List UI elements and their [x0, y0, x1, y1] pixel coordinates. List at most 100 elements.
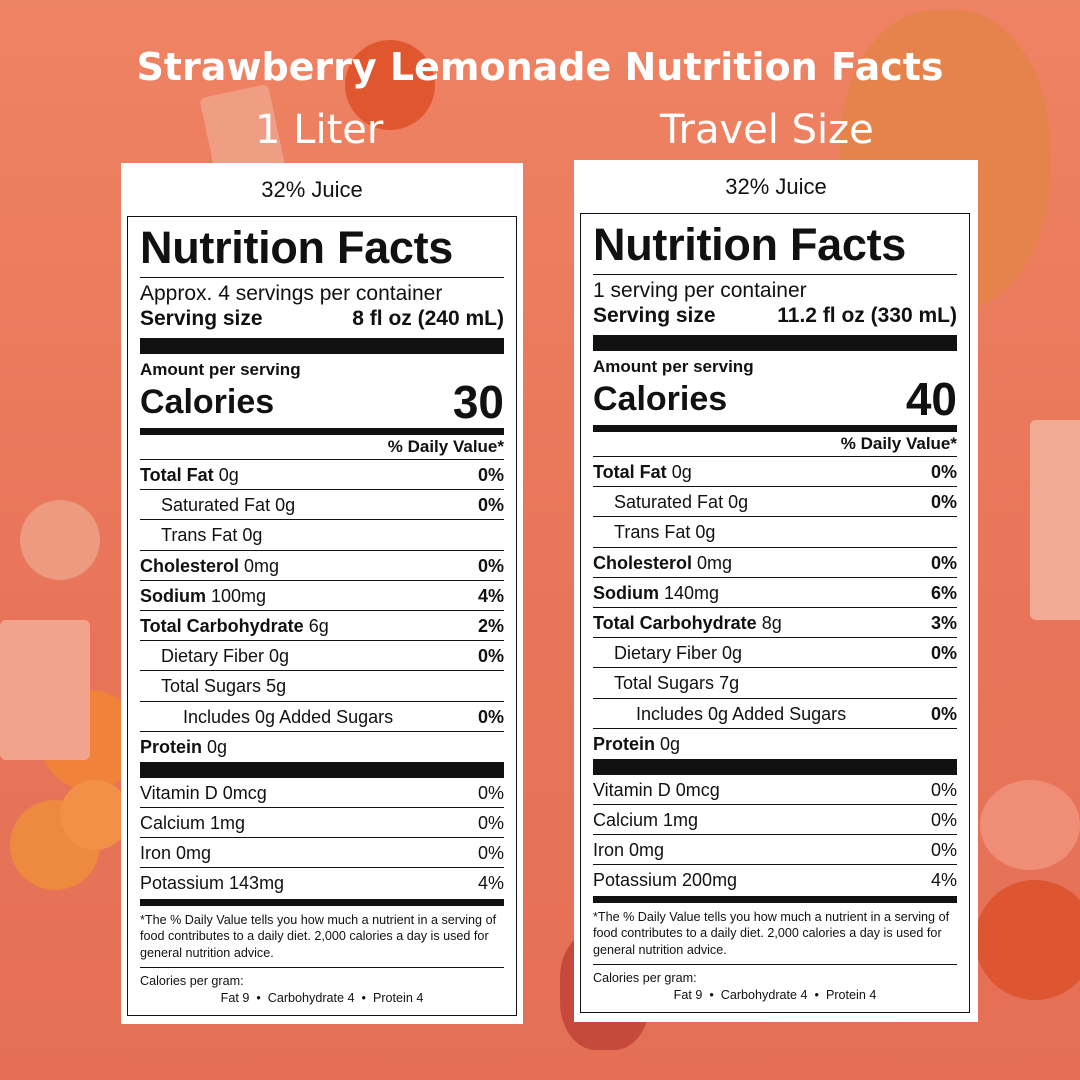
watermelon-shape [975, 880, 1080, 1000]
vitamin-text: Iron 0mg [140, 843, 212, 864]
nutrient-name: Total Sugars [161, 676, 262, 697]
nutrient-row: Trans Fat 0g [140, 520, 504, 551]
nutrient-row: Cholesterol 0mg 0% [140, 551, 504, 581]
vitamin-row: Potassium 143mg 4% [140, 868, 504, 898]
nutrient-pct: 0% [477, 646, 504, 667]
nutrient-amount: 8g [761, 612, 782, 633]
nutrient-amount: 0g [660, 733, 681, 754]
fruit-shape [20, 500, 100, 580]
calories-per-gram-values: Fat 9 • Carbohydrate 4 • Protein 4 [220, 990, 424, 1005]
nutrient-name: Dietary Fiber [161, 646, 265, 667]
vitamin-text: Calcium 1mg [593, 810, 699, 831]
nutrient-amount: 0g [207, 736, 228, 757]
nutrient-pct: 0% [930, 462, 957, 482]
nutrient-name: Cholesterol [593, 552, 693, 573]
nutrient-pct: 0% [477, 706, 504, 727]
nutrient-row: Saturated Fat 0g 0% [593, 487, 957, 518]
vitamin-row: Calcium 1mg 0% [593, 805, 957, 836]
vitamin-pct: 0% [477, 843, 504, 864]
nutrient-pct: 0% [930, 552, 957, 573]
daily-value-footnote: *The % Daily Value tells you how much a … [593, 909, 950, 957]
nutrient-amount: 0g [218, 465, 239, 485]
serving-size-value: 11.2 fl oz (330 mL) [777, 304, 957, 327]
nutrient-name: Cholesterol [140, 555, 240, 576]
nutrient-pct: 0% [477, 495, 504, 516]
nutrient-name: Dietary Fiber [614, 643, 718, 664]
nutrient-row: Includes 0g Added Sugars 0% [140, 702, 504, 732]
nutrient-name: Total Sugars [614, 673, 715, 694]
nutrient-pct: 2% [477, 615, 504, 636]
divider-medium [593, 425, 957, 432]
nutrient-amount: 0mg [244, 555, 280, 576]
nutrient-amount: 0g [722, 643, 743, 664]
nutrient-amount: 0g [695, 522, 716, 543]
nutrient-amount: 7g [719, 673, 740, 694]
nutrient-row: Protein 0g [140, 732, 504, 762]
amount-per-serving: Amount per serving [140, 360, 301, 379]
vitamin-row: Iron 0mg 0% [140, 838, 504, 869]
nutrient-amount: 5g [266, 676, 287, 697]
daily-value-header: % Daily Value* [140, 435, 504, 460]
calories-per-gram-values: Fat 9 • Carbohydrate 4 • Protein 4 [673, 987, 877, 1002]
calories-label: Calories [593, 380, 728, 418]
nutrient-name: Protein [593, 733, 656, 754]
serving-size-row: Serving size 11.2 fl oz (330 mL) [593, 303, 957, 329]
divider-thick [593, 335, 957, 351]
nutrition-facts-panel: Nutrition Facts Approx. 4 servings per c… [127, 216, 517, 1016]
nutrient-row: Includes 0g Added Sugars 0% [593, 699, 957, 729]
nutrient-pct: 3% [930, 612, 957, 633]
juice-percent: 32% Juice [725, 174, 827, 199]
vitamin-row: Calcium 1mg 0% [140, 808, 504, 839]
vitamin-row: Potassium 200mg 4% [593, 865, 957, 895]
divider-medium [140, 428, 504, 435]
label-heading-1-liter: 1 Liter [255, 107, 384, 153]
nutrient-row: Total Carbohydrate 6g 2% [140, 611, 504, 642]
nutrient-row: Saturated Fat 0g 0% [140, 490, 504, 521]
vitamin-text: Calcium 1mg [140, 813, 246, 834]
divider [140, 967, 504, 969]
divider [593, 964, 957, 966]
nutrient-name: Includes 0g Added Sugars [636, 703, 847, 724]
daily-value-footnote: *The % Daily Value tells you how much a … [140, 912, 497, 960]
nutrient-name: Trans Fat [161, 525, 238, 546]
nutrient-amount: 6g [308, 615, 329, 636]
nutrient-name: Saturated Fat [161, 495, 271, 516]
nutrient-name: Total Carbohydrate [593, 612, 757, 633]
nutrition-card-travel-size: 32% Juice Nutrition Facts 1 serving per … [574, 160, 978, 1022]
nutrient-name: Total Carbohydrate [140, 615, 304, 636]
nutrient-row: Total Fat 0g 0% [593, 457, 957, 488]
page-title: Strawberry Lemonade Nutrition Facts [136, 45, 944, 89]
nutrient-row: Total Fat 0g 0% [140, 460, 504, 491]
nutrient-name: Saturated Fat [614, 492, 724, 513]
nutrient-pct: 6% [930, 582, 957, 603]
nutrient-name: Trans Fat [614, 522, 691, 543]
divider [140, 277, 504, 278]
serving-size-row: Serving size 8 fl oz (240 mL) [140, 306, 504, 332]
vitamin-text: Iron 0mg [593, 840, 665, 861]
nutrient-amount: 0g [242, 525, 263, 546]
vitamin-pct: 4% [477, 873, 504, 894]
vitamin-pct: 4% [930, 870, 957, 891]
nutrient-pct: 0% [477, 465, 504, 485]
vitamin-text: Vitamin D 0mcg [140, 782, 267, 803]
calories-label: Calories [140, 383, 275, 421]
calories-value: 40 [905, 373, 957, 425]
vitamin-row: Iron 0mg 0% [593, 835, 957, 866]
vitamin-pct: 0% [930, 810, 957, 831]
nutrient-name: Sodium [593, 582, 659, 603]
vitamin-row: Vitamin D 0mcg 0% [140, 778, 504, 809]
nutrient-amount: 0g [269, 646, 290, 667]
nutrition-facts-title: Nutrition Facts [593, 219, 907, 270]
vitamin-text: Vitamin D 0mcg [593, 779, 720, 800]
calories-value: 30 [452, 376, 504, 428]
calories-row: Calories 30 [140, 376, 504, 428]
vitamin-pct: 0% [477, 782, 504, 803]
servings-per-container: 1 serving per container [593, 279, 807, 302]
nutrient-amount: 100mg [211, 585, 267, 606]
nutrient-row: Total Sugars 5g [140, 671, 504, 702]
serving-size-value: 8 fl oz (240 mL) [352, 307, 504, 330]
coconut-shape [980, 780, 1080, 870]
nutrient-pct: 0% [930, 492, 957, 513]
nutrient-name: Total Fat [593, 462, 667, 482]
nutrient-pct: 0% [477, 555, 504, 576]
